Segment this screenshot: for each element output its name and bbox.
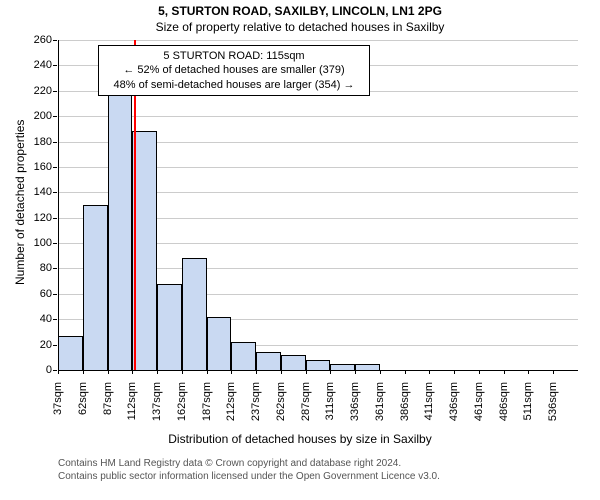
bar (231, 342, 256, 370)
x-tick: 187sqm (201, 382, 213, 432)
x-tick: 62sqm (77, 382, 89, 432)
x-tick: 311sqm (324, 382, 336, 432)
footer-line-1: Contains HM Land Registry data © Crown c… (58, 458, 440, 471)
x-tick: 37sqm (52, 382, 64, 432)
x-tick: 511sqm (522, 382, 534, 432)
x-tick: 486sqm (498, 382, 510, 432)
bar (281, 355, 306, 370)
y-tick: 140 (24, 186, 52, 198)
annotation-box: 5 STURTON ROAD: 115sqm ← 52% of detached… (98, 45, 370, 96)
y-tick: 40 (24, 313, 52, 325)
x-tick: 336sqm (349, 382, 361, 432)
x-axis-line (58, 370, 578, 371)
x-tick: 162sqm (176, 382, 188, 432)
y-tick: 60 (24, 288, 52, 300)
x-tick: 287sqm (300, 382, 312, 432)
x-tick: 112sqm (126, 382, 138, 432)
x-tick: 212sqm (225, 382, 237, 432)
y-tick: 0 (24, 364, 52, 376)
x-tick: 386sqm (399, 382, 411, 432)
footer-line-2: Contains public sector information licen… (58, 471, 440, 484)
x-tick: 87sqm (102, 382, 114, 432)
x-tick: 262sqm (275, 382, 287, 432)
y-axis-line (58, 40, 59, 370)
y-tick: 160 (24, 161, 52, 173)
y-tick: 100 (24, 237, 52, 249)
bar (256, 352, 281, 370)
bar (157, 284, 182, 370)
bar (58, 336, 83, 370)
chart-title: 5, STURTON ROAD, SAXILBY, LINCOLN, LN1 2… (0, 4, 600, 18)
footer-text: Contains HM Land Registry data © Crown c… (58, 458, 440, 483)
y-tick: 80 (24, 262, 52, 274)
x-tick: 461sqm (473, 382, 485, 432)
y-tick: 120 (24, 212, 52, 224)
bar (207, 317, 232, 370)
annotation-line-2: ← 52% of detached houses are smaller (37… (105, 63, 363, 77)
y-tick: 260 (24, 34, 52, 46)
y-tick: 200 (24, 110, 52, 122)
bar (182, 258, 207, 370)
annotation-line-3: 48% of semi-detached houses are larger (… (105, 78, 363, 92)
y-tick: 220 (24, 85, 52, 97)
x-tick: 411sqm (423, 382, 435, 432)
chart-container: 5, STURTON ROAD, SAXILBY, LINCOLN, LN1 2… (0, 0, 600, 500)
chart-subtitle: Size of property relative to detached ho… (0, 20, 600, 34)
x-tick: 536sqm (547, 382, 559, 432)
bar (108, 84, 133, 370)
bar (83, 205, 108, 370)
y-tick: 240 (24, 59, 52, 71)
y-tick: 180 (24, 136, 52, 148)
bar (306, 360, 331, 370)
x-tick: 361sqm (374, 382, 386, 432)
x-tick: 237sqm (250, 382, 262, 432)
x-tick: 436sqm (448, 382, 460, 432)
y-tick: 20 (24, 339, 52, 351)
x-axis-label: Distribution of detached houses by size … (0, 432, 600, 446)
x-tick: 137sqm (151, 382, 163, 432)
annotation-line-1: 5 STURTON ROAD: 115sqm (105, 49, 363, 63)
